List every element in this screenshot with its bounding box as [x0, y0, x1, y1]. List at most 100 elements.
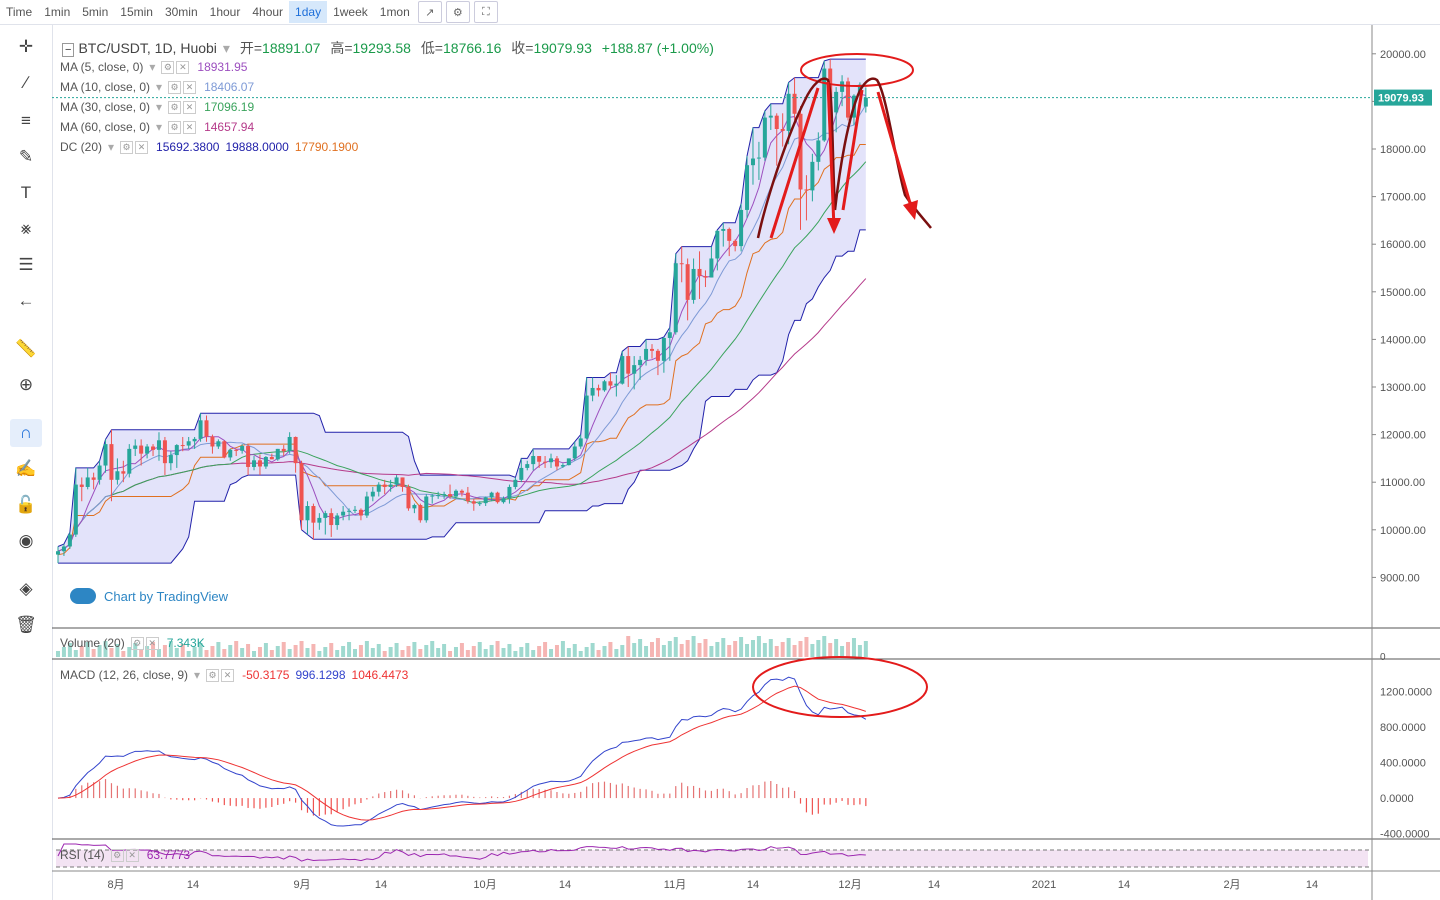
prediction-icon[interactable]: ☰ [18, 255, 34, 274]
low-label: 低= [420, 40, 443, 56]
candle-body [501, 498, 506, 503]
close-value: 19079.93 [533, 40, 592, 56]
open-label: 开= [239, 40, 263, 56]
volume-bar [828, 643, 833, 657]
lock-drawing-icon[interactable]: ✍ [15, 459, 37, 478]
timeframe-tab[interactable]: 1hour [209, 5, 241, 19]
settings-icon[interactable]: ⚙ [110, 848, 124, 862]
volume-bar [834, 639, 839, 657]
volume-bar [418, 649, 423, 657]
close-icon[interactable]: ✕ [183, 120, 197, 134]
volume-bar [543, 642, 548, 657]
close-icon[interactable]: ✕ [135, 140, 149, 154]
lock-icon[interactable]: 🔓 [15, 495, 37, 514]
indicator-legend: MA (10, close, 0) ▾ ⚙ ✕ 18406.07 [60, 80, 255, 94]
magnet-icon[interactable]: ∩ [10, 419, 42, 447]
crosshair-icon[interactable]: ✛ [18, 37, 34, 56]
volume-bar [335, 650, 340, 657]
price-tag: 19079.93 [1378, 93, 1424, 105]
close-icon[interactable]: ✕ [176, 60, 190, 74]
text-tool-icon[interactable]: T [20, 183, 32, 202]
timeframe-tab[interactable]: 1week [333, 5, 368, 19]
timeframe-tab[interactable]: 1min [44, 5, 71, 19]
collapse-icon[interactable]: − [62, 43, 75, 57]
settings-icon[interactable]: ⚙ [168, 100, 182, 114]
fib-tool-icon[interactable]: ≡ [21, 111, 31, 130]
x-tick-label: 14 [375, 879, 387, 891]
volume-bar [168, 641, 173, 657]
close-icon[interactable]: ✕ [183, 80, 197, 94]
volume-bar [739, 637, 744, 657]
volume-bar [453, 647, 458, 657]
timeframe-tab[interactable]: 1mon [379, 5, 410, 19]
fullscreen-icon[interactable]: ⛶ [473, 1, 498, 23]
tradingview-brand[interactable]: Chart by TradingView [70, 588, 228, 604]
settings-icon[interactable]: ⚙ [206, 668, 220, 682]
trash-icon[interactable]: 🗑 [15, 615, 37, 634]
ruler-icon[interactable]: 📏 [15, 339, 37, 358]
candle-body [554, 458, 559, 467]
pattern-icon[interactable]: ⨳ [20, 219, 32, 238]
timeframe-tab[interactable]: 15min [120, 5, 153, 19]
candle-body [335, 515, 340, 526]
settings-icon[interactable]: ⚙ [130, 636, 144, 650]
volume-bar [644, 646, 649, 657]
rsi-legend: RSI (14) ⚙ ✕ 63.7773 [60, 848, 190, 862]
chart-style-icon[interactable]: ↗ [417, 1, 442, 23]
brush-icon[interactable]: ✎ [18, 147, 34, 166]
annotation-circle-macd [752, 656, 928, 718]
back-arrow-icon[interactable]: ← [17, 291, 35, 310]
settings-icon[interactable]: ⚙ [168, 120, 182, 134]
volume-bar [198, 643, 203, 657]
volume-bar [358, 645, 363, 657]
x-tick-label: 14 [1118, 879, 1130, 891]
close-icon[interactable]: ✕ [183, 100, 197, 114]
close-icon[interactable]: ✕ [145, 636, 159, 650]
indicator-legend: MA (5, close, 0) ▾ ⚙ ✕ 18931.95 [60, 60, 248, 74]
candle-body [602, 381, 607, 391]
timeframe-tab[interactable]: 1day [289, 1, 328, 23]
candle-body [566, 458, 571, 466]
candle-body [364, 496, 369, 516]
volume-bar [483, 649, 488, 657]
settings-icon[interactable]: ⚙ [161, 60, 175, 74]
close-icon[interactable]: ✕ [221, 668, 235, 682]
candle-body [745, 165, 750, 210]
macd-tick-label: 1200.0000 [1380, 687, 1432, 699]
volume-bar [756, 636, 761, 657]
timeframe-tab[interactable]: 5min [82, 5, 109, 19]
volume-bar [596, 650, 601, 657]
timeframe-tab[interactable]: Time [6, 5, 33, 19]
candle-body [216, 441, 221, 447]
close-icon[interactable]: ✕ [125, 848, 139, 862]
volume-bar [442, 644, 447, 657]
macd-hist-value: -50.3175 [242, 668, 290, 682]
layers-icon[interactable]: ◈ [19, 579, 33, 598]
zoom-icon[interactable]: ⊕ [18, 375, 34, 394]
volume-bar [79, 646, 84, 657]
volume-bar [127, 647, 132, 657]
trendline-icon[interactable]: ∕ [24, 73, 28, 92]
settings-icon[interactable]: ⚙ [445, 1, 470, 23]
settings-icon[interactable]: ⚙ [120, 140, 134, 154]
timeframe-tab[interactable]: 4hour [252, 5, 284, 19]
volume-bar [531, 650, 536, 657]
price-tick-label: 20000.00 [1380, 49, 1426, 61]
macd-tick-label: 0.0000 [1380, 793, 1414, 805]
candle-body [715, 230, 720, 259]
candle-body [139, 445, 144, 454]
candle-body [596, 387, 601, 391]
candle-body [162, 440, 167, 464]
candle-body [341, 511, 346, 516]
candle-body [430, 495, 435, 497]
eye-icon[interactable]: ◉ [18, 531, 34, 550]
candle-body [269, 456, 274, 460]
annotation-arrow-down [826, 81, 836, 229]
volume-bar [786, 638, 791, 657]
settings-icon[interactable]: ⚙ [168, 80, 182, 94]
volume-bar [91, 649, 96, 657]
volume-bar [513, 651, 518, 657]
timeframe-tab[interactable]: 30min [164, 5, 198, 19]
volume-bar [353, 649, 357, 657]
